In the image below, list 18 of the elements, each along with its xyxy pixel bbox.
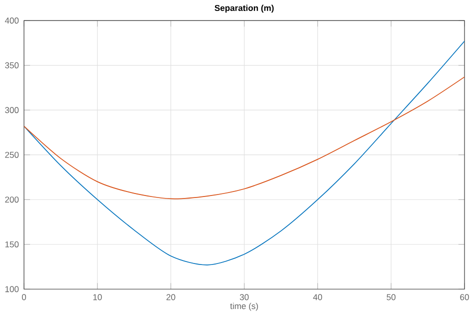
x-tick-label: 10 <box>93 294 102 300</box>
y-tick-label: 200 <box>5 196 19 203</box>
chart-title: Separation (m) <box>214 4 274 13</box>
y-tick-label: 300 <box>5 107 19 114</box>
line-series <box>24 40 465 266</box>
x-tick-label: 60 <box>460 294 469 300</box>
x-tick-label: 40 <box>313 294 322 300</box>
y-tick-label: 250 <box>5 152 19 158</box>
y-tick-label: 400 <box>4 18 19 24</box>
x-axis-title: time (s) <box>230 303 258 312</box>
y-tick-label: 100 <box>5 286 19 292</box>
line-series <box>24 76 465 200</box>
y-tick-label: 350 <box>5 62 19 69</box>
y-tick-label: 150 <box>5 242 19 248</box>
x-tick-label: 50 <box>386 294 396 300</box>
x-tick-label: 0 <box>22 294 26 300</box>
x-tick-label: 20 <box>166 294 176 300</box>
x-tick-label: 30 <box>240 294 249 300</box>
